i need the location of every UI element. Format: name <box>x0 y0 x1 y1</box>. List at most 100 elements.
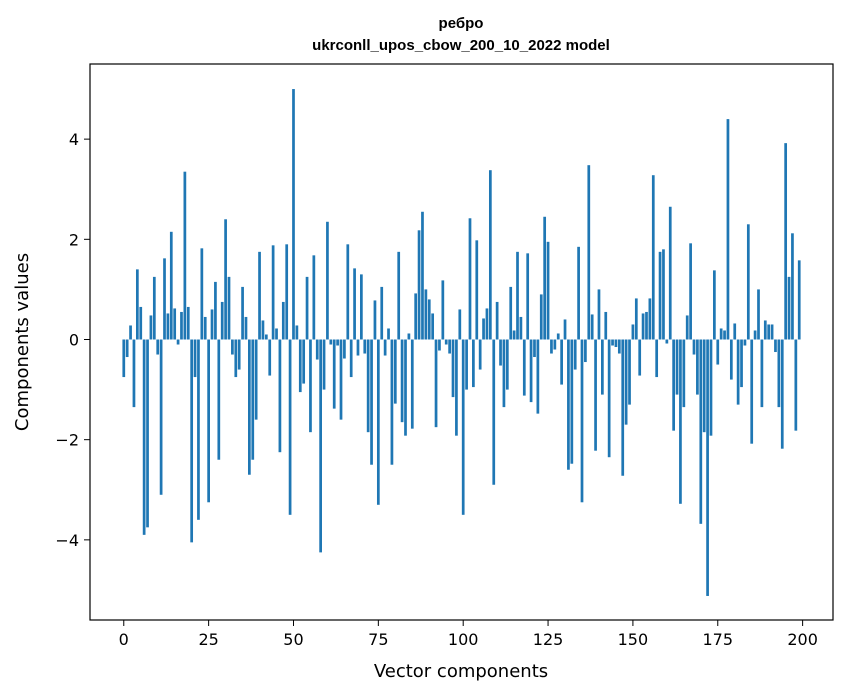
bar <box>516 251 519 340</box>
bar <box>533 339 536 358</box>
bar <box>797 260 801 340</box>
bar <box>264 334 268 340</box>
bar <box>713 270 716 340</box>
bar <box>322 339 326 390</box>
bar <box>791 233 794 340</box>
bar <box>472 339 475 388</box>
bar <box>343 339 346 359</box>
bar <box>563 319 567 340</box>
bar <box>370 339 373 465</box>
bar <box>427 299 431 340</box>
bar <box>135 269 139 340</box>
bar <box>672 339 675 431</box>
bar <box>410 339 414 429</box>
bar <box>268 339 272 376</box>
y-axis-ticks: −4 −2 0 2 4 <box>55 130 90 550</box>
bar <box>658 251 662 340</box>
bar <box>536 339 540 414</box>
bar <box>539 294 543 340</box>
bar <box>743 339 747 346</box>
y-tick-label: 0 <box>69 330 79 349</box>
bar <box>339 339 343 420</box>
bar <box>163 258 166 340</box>
bar <box>723 330 726 340</box>
y-tick-label: −4 <box>55 531 79 550</box>
bar <box>733 323 737 340</box>
bar <box>244 316 248 340</box>
bar <box>729 339 733 380</box>
bar <box>404 339 407 436</box>
bar <box>261 320 265 340</box>
bar <box>159 339 163 495</box>
bar <box>617 339 621 354</box>
bar <box>482 318 485 340</box>
bar <box>499 339 502 366</box>
bar <box>254 339 258 420</box>
bar <box>373 300 377 340</box>
x-tick-label: 0 <box>119 630 129 649</box>
bar <box>231 339 234 355</box>
x-axis-label: Vector components <box>374 661 548 682</box>
bar <box>292 89 295 340</box>
bar <box>387 328 390 340</box>
bar <box>315 339 319 360</box>
bar <box>719 328 723 340</box>
bar <box>258 251 261 340</box>
bar <box>774 339 777 353</box>
x-tick-label: 175 <box>702 630 733 649</box>
bar <box>465 339 468 390</box>
bar <box>193 339 197 378</box>
bar <box>400 339 404 423</box>
bar <box>611 339 614 346</box>
bar <box>519 316 523 340</box>
bar <box>651 175 655 340</box>
bar <box>478 339 482 370</box>
bar <box>604 311 608 340</box>
bar <box>397 251 401 340</box>
bar <box>173 308 177 340</box>
y-tick-label: 2 <box>69 230 79 249</box>
bar <box>353 268 356 340</box>
bar <box>458 309 462 340</box>
bar <box>780 339 784 449</box>
bar <box>624 339 628 425</box>
bar <box>424 289 428 340</box>
bar <box>502 339 506 408</box>
chart-subtitle: ukrconll_upos_cbow_200_10_2022 model <box>312 37 610 54</box>
x-tick-label: 125 <box>533 630 564 649</box>
bar <box>570 339 574 464</box>
bar <box>152 276 156 340</box>
x-tick-label: 100 <box>448 630 479 649</box>
bar <box>706 339 709 596</box>
bar <box>736 339 740 405</box>
bar <box>166 313 170 340</box>
bar <box>129 325 132 340</box>
bar <box>380 286 384 340</box>
bar-series <box>122 89 801 596</box>
bar <box>190 339 194 543</box>
bar <box>746 224 750 340</box>
bar <box>431 313 435 340</box>
bar <box>305 276 309 340</box>
bar <box>444 339 448 345</box>
bar <box>455 339 458 436</box>
bar <box>628 339 631 405</box>
bar <box>390 339 394 465</box>
bar <box>675 339 679 395</box>
bar <box>285 244 289 340</box>
bar <box>648 298 652 340</box>
bar <box>556 333 560 340</box>
bar <box>146 339 149 528</box>
bar <box>594 339 597 451</box>
bar <box>726 119 730 340</box>
bar <box>207 339 210 503</box>
bar <box>125 339 129 358</box>
bar <box>288 339 292 515</box>
bar <box>590 314 594 340</box>
bar <box>183 171 187 340</box>
bar <box>777 339 781 408</box>
bar <box>495 301 499 340</box>
bar <box>197 339 200 520</box>
bar <box>176 339 180 345</box>
bar <box>217 339 221 460</box>
